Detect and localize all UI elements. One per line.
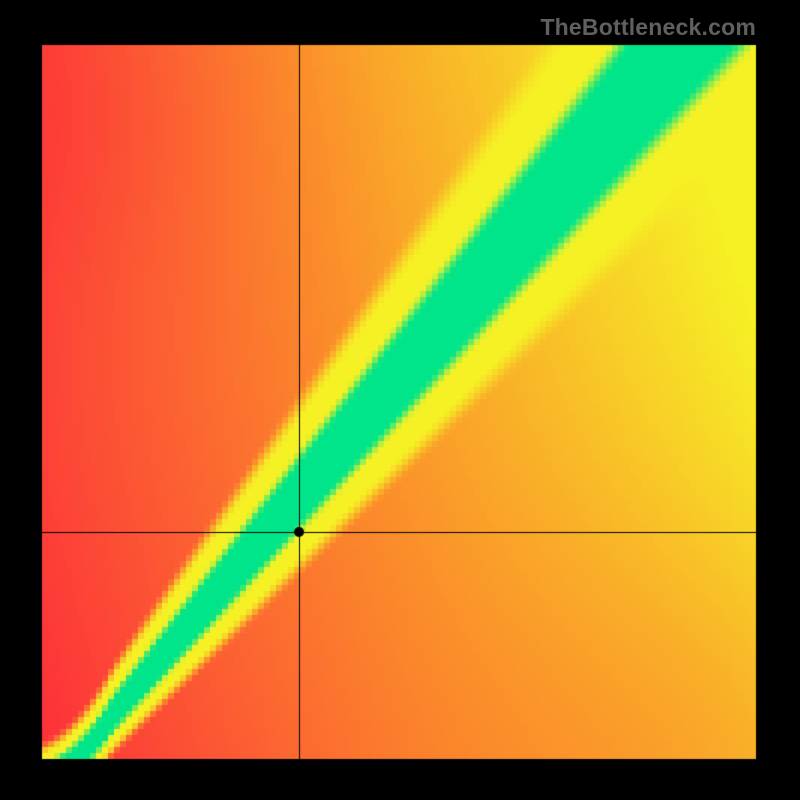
watermark-text: TheBottleneck.com	[540, 14, 756, 41]
bottleneck-heatmap	[0, 0, 800, 800]
chart-container: TheBottleneck.com	[0, 0, 800, 800]
